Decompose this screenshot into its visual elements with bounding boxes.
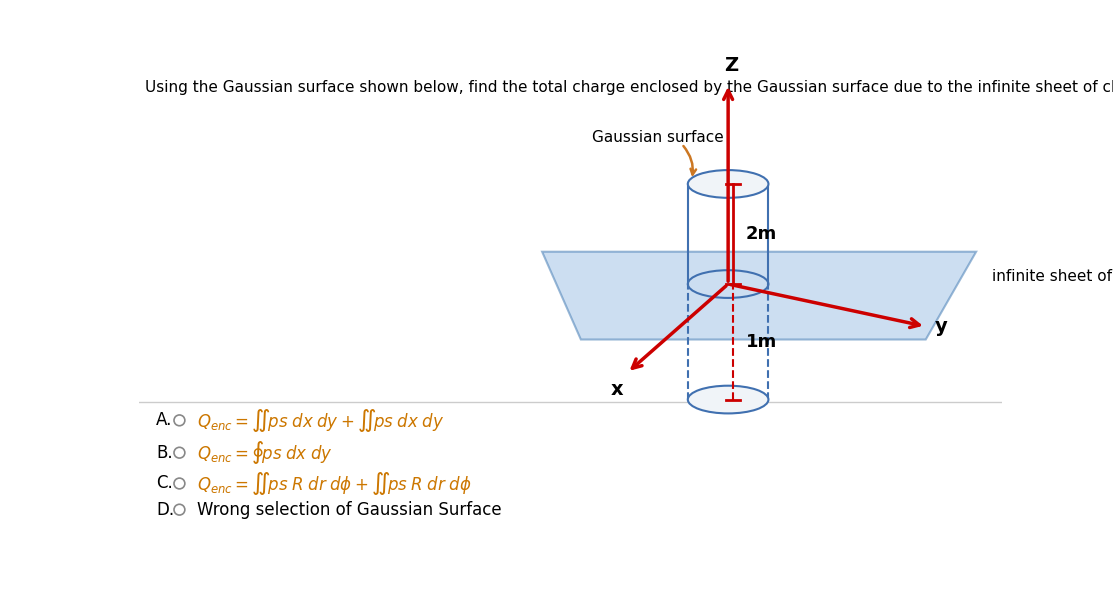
Text: B.: B. [156,444,173,462]
Text: Using the Gaussian surface shown below, find the total charge enclosed by the Ga: Using the Gaussian surface shown below, … [146,80,1113,95]
Text: y: y [935,317,948,336]
Text: Wrong selection of Gaussian Surface: Wrong selection of Gaussian Surface [197,501,502,519]
Text: $Q_{enc} = \oint\!ps\;dx\;dy$: $Q_{enc} = \oint\!ps\;dx\;dy$ [197,439,333,466]
Ellipse shape [688,385,768,414]
Text: infinite sheet of charge: infinite sheet of charge [992,269,1113,284]
Text: x: x [611,380,623,400]
Text: $Q_{enc} = \iint\!ps\;R\;dr\;d\phi + \iint\!ps\;R\;dr\;d\phi$: $Q_{enc} = \iint\!ps\;R\;dr\;d\phi + \ii… [197,470,472,497]
Ellipse shape [688,170,768,198]
Text: D.: D. [156,501,175,519]
Polygon shape [542,252,976,339]
Text: 2m: 2m [746,225,777,243]
Text: $Q_{enc} = \iint\!ps\;dx\;dy + \iint\!ps\;dx\;dy$: $Q_{enc} = \iint\!ps\;dx\;dy + \iint\!ps… [197,407,444,434]
Text: Gaussian surface: Gaussian surface [592,130,725,146]
Text: Z: Z [725,55,738,75]
Text: 1m: 1m [746,333,777,351]
Text: C.: C. [156,474,173,493]
Text: A.: A. [156,411,173,429]
